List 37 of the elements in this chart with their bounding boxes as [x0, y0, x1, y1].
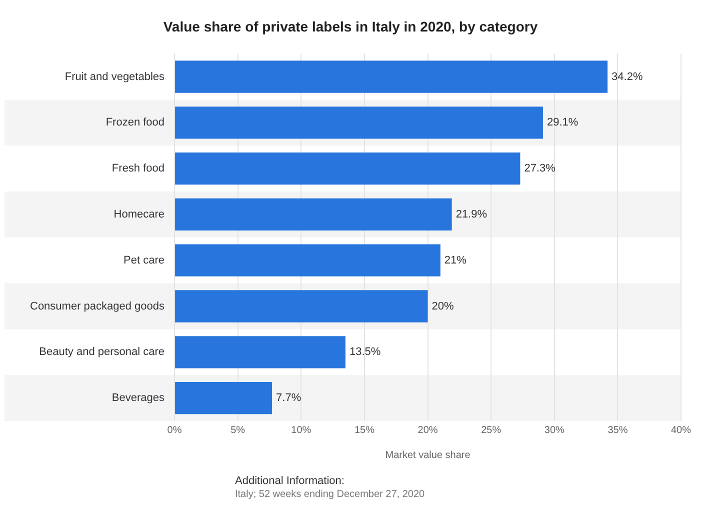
y-tick-label: Homecare: [114, 208, 165, 220]
bar: [175, 198, 452, 231]
bar: [175, 290, 428, 322]
y-tick-label: Frozen food: [106, 116, 165, 129]
x-axis-title: Market value share: [385, 450, 471, 461]
text: Additional Information:: [235, 475, 344, 487]
y-tick-label: Pet care: [124, 254, 165, 266]
y-tick-label: Beverages: [112, 392, 166, 404]
bar: [175, 152, 520, 185]
x-tick-label: 25%: [481, 424, 502, 436]
x-tick-label: 30%: [544, 424, 564, 436]
chart-title: Value share of private labels in Italy in 2020, by category: [163, 18, 538, 34]
data-label: 21%: [444, 254, 467, 266]
data-label: 21.9%: [456, 208, 488, 220]
bar: [175, 106, 543, 139]
y-tick-label: Fruit and vegetables: [64, 70, 166, 83]
data-label: 27.3%: [524, 162, 556, 175]
y-tick-label: Beauty and personal care: [39, 346, 165, 358]
bar: [175, 60, 608, 93]
x-tick-label: 5%: [230, 424, 246, 436]
bar: [175, 382, 272, 414]
x-tick-label: 15%: [354, 424, 375, 436]
data-label: 29.1%: [546, 116, 578, 129]
data-label: 20%: [432, 300, 454, 312]
x-tick-label: 20%: [418, 424, 438, 436]
data-label: 13.5%: [349, 346, 381, 358]
data-label: 7.7%: [276, 392, 302, 404]
y-tick-label: Consumer packaged goods: [30, 300, 166, 312]
bar: [175, 336, 346, 368]
x-tick-label: 40%: [670, 424, 692, 436]
x-tick-label: 10%: [291, 424, 312, 436]
text: Italy; 52 weeks ending December 27, 2020: [235, 489, 425, 500]
x-tick-label: 0%: [167, 424, 182, 436]
y-tick-label: Fresh food: [112, 162, 165, 175]
data-label: 34.2%: [612, 70, 643, 83]
x-tick-label: 35%: [608, 424, 628, 436]
bar: [175, 244, 440, 276]
